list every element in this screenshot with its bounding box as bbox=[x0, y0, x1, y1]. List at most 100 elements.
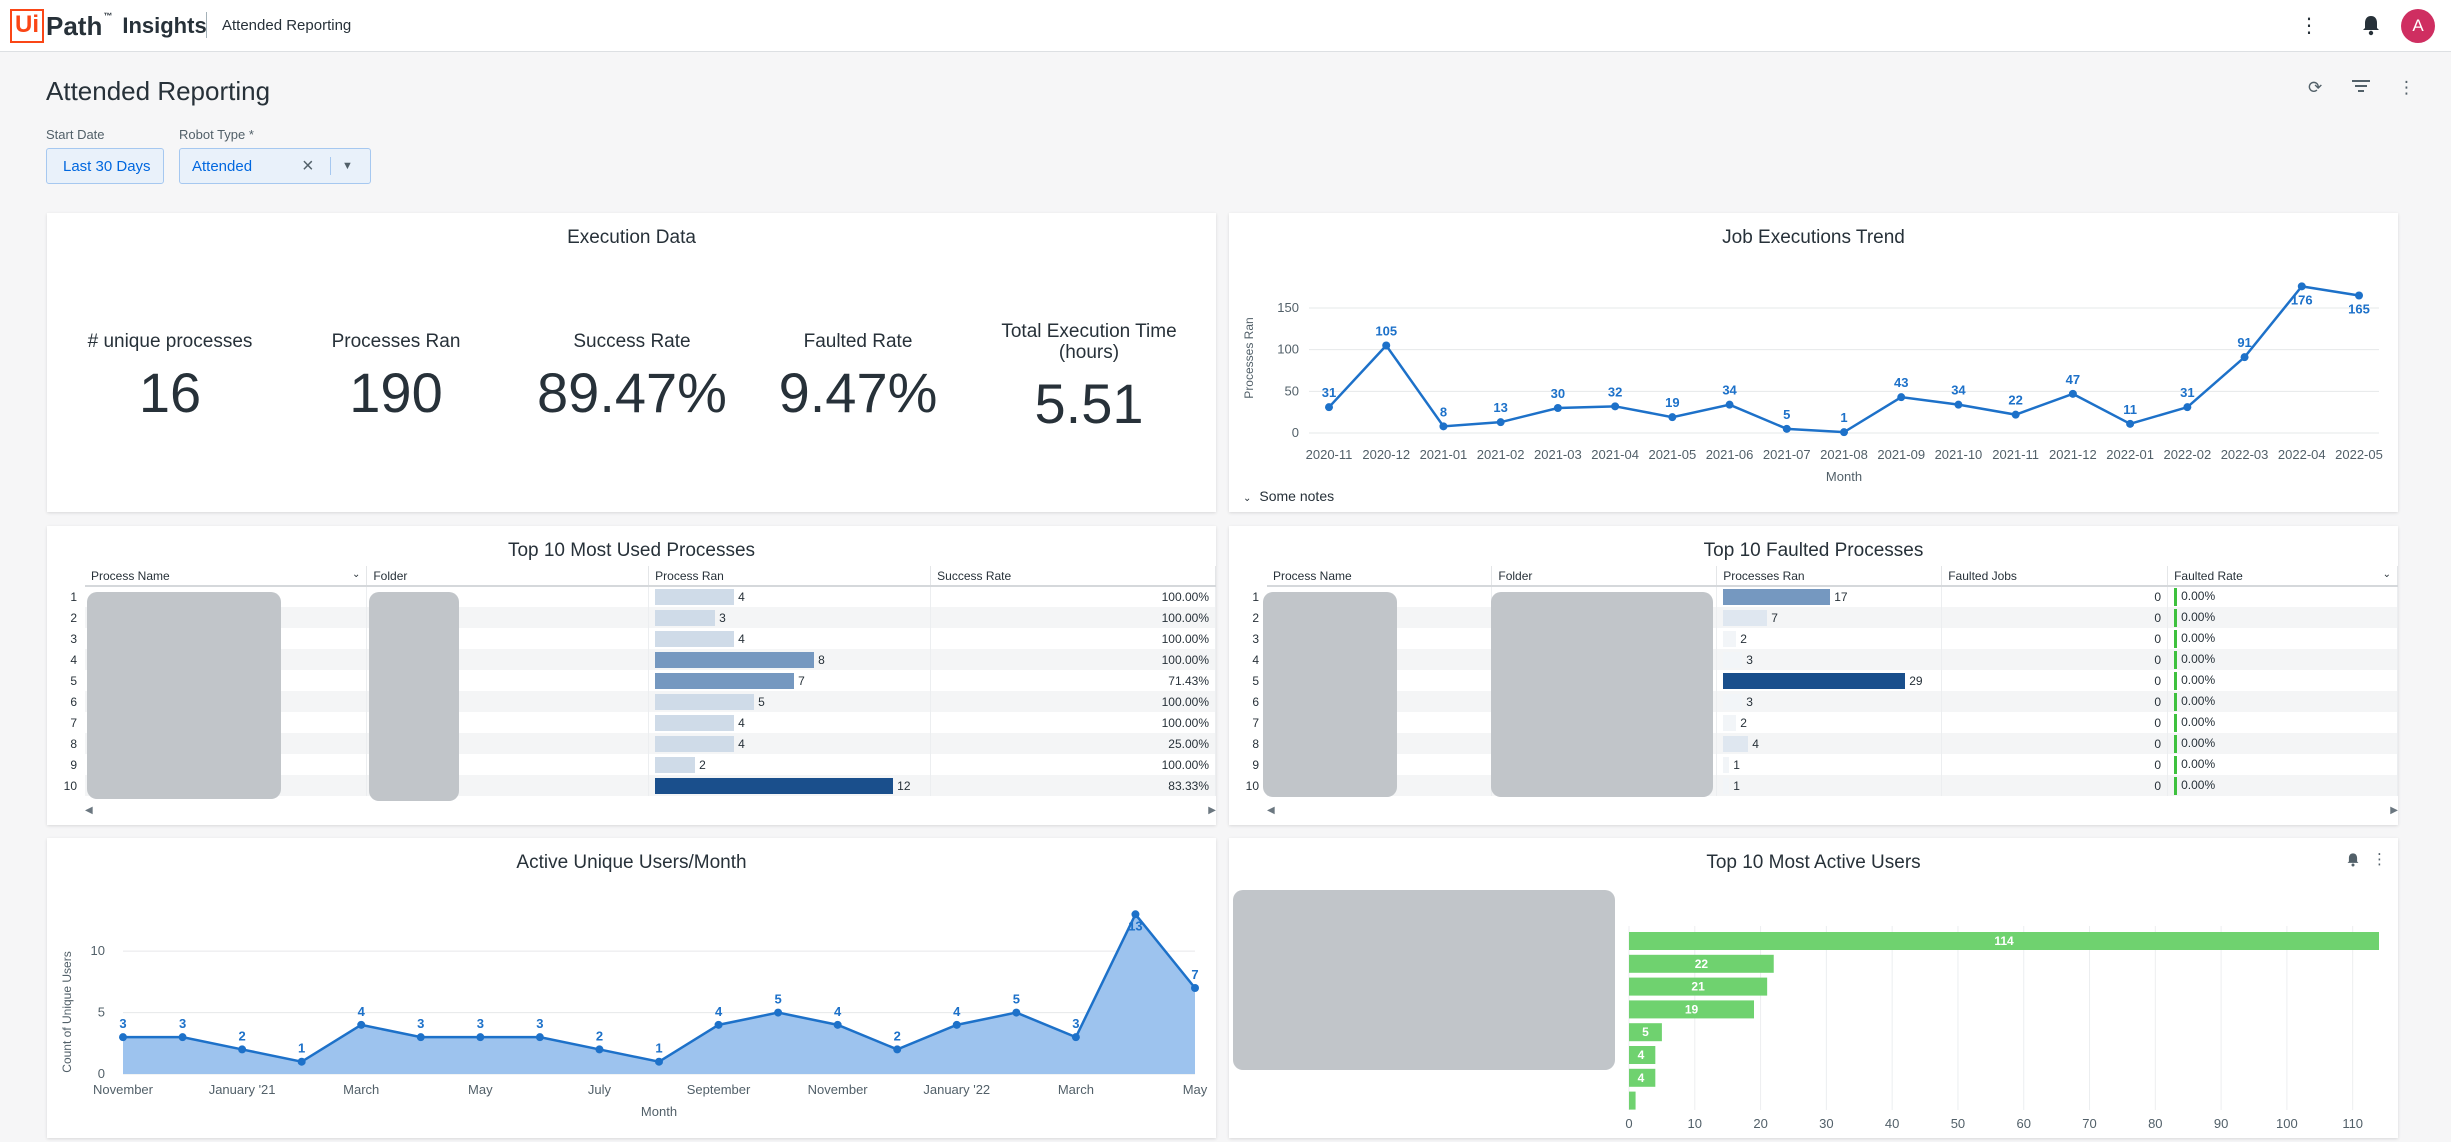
processes-ran-cell[interactable]: 1 bbox=[1716, 775, 1943, 796]
processes-ran-cell[interactable]: 4 bbox=[1716, 733, 1943, 754]
faulted-rate-cell[interactable]: 0.00% bbox=[2167, 649, 2398, 670]
table-row[interactable]: 29 0 0.00% bbox=[1267, 670, 2398, 691]
success-rate-cell[interactable]: 100.00% bbox=[930, 754, 1216, 775]
process-ran-cell[interactable]: 4 bbox=[648, 712, 932, 733]
table-row[interactable]: 4 0 0.00% bbox=[1267, 733, 2398, 754]
process-ran-cell[interactable]: 4 bbox=[648, 586, 932, 607]
scroll-left-icon[interactable]: ◀ bbox=[85, 805, 93, 816]
data-label: 32 bbox=[1608, 384, 1622, 399]
processes-ran-cell[interactable]: 17 bbox=[1716, 586, 1943, 607]
faulted-rate-cell[interactable]: 0.00% bbox=[2167, 733, 2398, 754]
table-row[interactable]: 3 0 0.00% bbox=[1267, 691, 2398, 712]
faulted-jobs-cell[interactable]: 0 bbox=[1941, 586, 2169, 607]
faulted-jobs-cell[interactable]: 0 bbox=[1941, 607, 2169, 628]
processes-ran-cell[interactable]: 1 bbox=[1716, 754, 1943, 775]
scroll-right-icon[interactable]: ▶ bbox=[1208, 805, 1216, 816]
chevron-down-icon[interactable]: ⌄ bbox=[2382, 568, 2391, 580]
processes-ran-cell[interactable]: 3 bbox=[1716, 649, 1943, 670]
process-ran-cell[interactable]: 4 bbox=[648, 733, 932, 754]
table-row[interactable]: 2 0 0.00% bbox=[1267, 712, 2398, 733]
process-ran-cell[interactable]: 12 bbox=[648, 775, 932, 796]
notifications-icon[interactable] bbox=[2356, 10, 2386, 40]
alert-bell-icon[interactable] bbox=[2346, 852, 2360, 870]
col-success-rate[interactable]: Success Rate bbox=[930, 566, 1216, 587]
robot-type-filter[interactable]: Attended × ▼ bbox=[179, 148, 371, 184]
data-label: 1 bbox=[655, 1041, 662, 1056]
success-rate-cell[interactable]: 83.33% bbox=[930, 775, 1216, 796]
chevron-down-icon[interactable]: ⌄ bbox=[351, 568, 361, 580]
processes-ran-cell[interactable]: 7 bbox=[1716, 607, 1943, 628]
col-folder[interactable]: Folder bbox=[1491, 566, 1718, 587]
user-bar bbox=[1629, 1023, 1662, 1042]
page-more-icon[interactable]: ⋮ bbox=[2398, 78, 2415, 97]
faulted-rate-cell[interactable]: 0.00% bbox=[2167, 628, 2398, 649]
table-row[interactable]: 17 0 0.00% bbox=[1267, 586, 2398, 607]
ran-bar bbox=[655, 756, 696, 773]
start-date-filter[interactable]: Last 30 Days bbox=[46, 148, 164, 184]
col-faulted-rate[interactable]: Faulted Rate ⌄ bbox=[2167, 566, 2398, 587]
process-ran-cell[interactable]: 3 bbox=[648, 607, 932, 628]
faulted-jobs-cell[interactable]: 0 bbox=[1941, 733, 2169, 754]
horizontal-scrollbar[interactable]: ◀ ▶ bbox=[1267, 805, 2398, 821]
processes-ran-cell[interactable]: 2 bbox=[1716, 712, 1943, 733]
processes-ran-cell[interactable]: 3 bbox=[1716, 691, 1943, 712]
col-process-name[interactable]: Process Name ⌄ bbox=[85, 566, 368, 587]
avatar[interactable]: A bbox=[2401, 9, 2435, 43]
success-rate-cell[interactable]: 100.00% bbox=[930, 607, 1216, 628]
process-ran-cell[interactable]: 2 bbox=[648, 754, 932, 775]
faulted-rate-cell[interactable]: 0.00% bbox=[2167, 691, 2398, 712]
faulted-rate-cell[interactable]: 0.00% bbox=[2167, 670, 2398, 691]
scroll-right-icon[interactable]: ▶ bbox=[2390, 805, 2398, 816]
faulted-rate-cell[interactable]: 0.00% bbox=[2167, 775, 2398, 796]
row-number: 1 bbox=[1252, 590, 1259, 604]
faulted-jobs-cell[interactable]: 0 bbox=[1941, 775, 2169, 796]
faulted-rate-cell[interactable]: 0.00% bbox=[2167, 586, 2398, 607]
success-rate-cell[interactable]: 100.00% bbox=[930, 712, 1216, 733]
kpi-success-rate: Success Rate 89.47% bbox=[519, 331, 745, 425]
success-rate-cell[interactable]: 100.00% bbox=[930, 586, 1216, 607]
faulted-rate-cell[interactable]: 0.00% bbox=[2167, 607, 2398, 628]
col-folder[interactable]: Folder bbox=[366, 566, 650, 587]
data-label: 4 bbox=[1638, 1048, 1645, 1062]
success-rate-cell[interactable]: 25.00% bbox=[930, 733, 1216, 754]
process-ran-cell[interactable]: 8 bbox=[648, 649, 932, 670]
filter-icon[interactable] bbox=[2352, 78, 2370, 98]
process-ran-cell[interactable]: 4 bbox=[648, 628, 932, 649]
col-process-ran[interactable]: Process Ran bbox=[648, 566, 932, 587]
chevron-down-icon[interactable]: ▼ bbox=[342, 160, 353, 172]
faulted-rate-cell[interactable]: 0.00% bbox=[2167, 754, 2398, 775]
table-row[interactable]: 7 0 0.00% bbox=[1267, 607, 2398, 628]
table-row[interactable]: 2 0 0.00% bbox=[1267, 628, 2398, 649]
table-row[interactable]: 1 0 0.00% bbox=[1267, 754, 2398, 775]
col-faulted-jobs[interactable]: Faulted Jobs bbox=[1941, 566, 2169, 587]
faulted-jobs-cell[interactable]: 0 bbox=[1941, 649, 2169, 670]
notes-toggle[interactable]: ⌄ Some notes bbox=[1243, 488, 1334, 504]
success-rate-cell[interactable]: 100.00% bbox=[930, 691, 1216, 712]
x-tick-label: 60 bbox=[2017, 1116, 2031, 1130]
faulted-jobs-cell[interactable]: 0 bbox=[1941, 754, 2169, 775]
scroll-left-icon[interactable]: ◀ bbox=[1267, 805, 1275, 816]
table-row[interactable]: 3 0 0.00% bbox=[1267, 649, 2398, 670]
clear-icon[interactable]: × bbox=[302, 154, 314, 177]
uipath-logo[interactable]: Ui Path™ Insights bbox=[10, 9, 207, 43]
faulted-jobs-cell[interactable]: 0 bbox=[1941, 712, 2169, 733]
success-rate-cell[interactable]: 71.43% bbox=[930, 670, 1216, 691]
table-row[interactable]: 1 0 0.00% bbox=[1267, 775, 2398, 796]
process-ran-cell[interactable]: 5 bbox=[648, 691, 932, 712]
more-vert-icon[interactable]: ⋮ bbox=[2299, 14, 2319, 37]
faulted-jobs-cell[interactable]: 0 bbox=[1941, 691, 2169, 712]
panel-more-icon[interactable]: ⋮ bbox=[2372, 851, 2387, 868]
refresh-icon[interactable]: ⟳ bbox=[2308, 78, 2323, 97]
faulted-jobs-cell[interactable]: 0 bbox=[1941, 670, 2169, 691]
processes-ran-cell[interactable]: 2 bbox=[1716, 628, 1943, 649]
success-rate-cell[interactable]: 100.00% bbox=[930, 649, 1216, 670]
horizontal-scrollbar[interactable]: ◀ ▶ bbox=[85, 805, 1216, 821]
col-processes-ran[interactable]: Processes Ran bbox=[1716, 566, 1943, 587]
success-rate-cell[interactable]: 100.00% bbox=[930, 628, 1216, 649]
faulted-jobs-cell[interactable]: 0 bbox=[1941, 628, 2169, 649]
process-ran-cell[interactable]: 7 bbox=[648, 670, 932, 691]
faulted-rate-cell[interactable]: 0.00% bbox=[2167, 712, 2398, 733]
processes-ran-cell[interactable]: 29 bbox=[1716, 670, 1943, 691]
ran-value: 2 bbox=[699, 757, 706, 772]
col-process-name[interactable]: Process Name bbox=[1267, 566, 1493, 587]
